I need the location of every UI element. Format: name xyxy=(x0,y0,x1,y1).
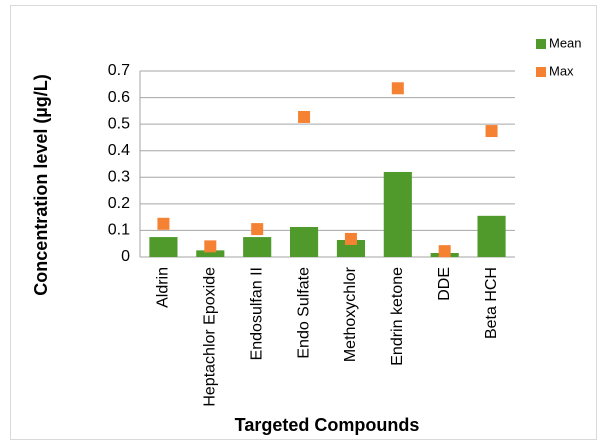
x-tick-label: Endo Sulfate xyxy=(295,267,312,359)
bar xyxy=(477,215,506,257)
bar xyxy=(290,226,319,257)
x-axis-title: Targeted Compounds xyxy=(235,415,420,435)
x-tick-label: Beta HCH xyxy=(483,267,500,339)
x-tick-label: Endrin ketone xyxy=(389,267,406,366)
bar xyxy=(383,171,412,257)
marker xyxy=(344,232,357,245)
x-tick-label: Methoxychlor xyxy=(342,266,359,362)
bar xyxy=(243,237,272,257)
legend-swatch xyxy=(536,39,546,49)
marker xyxy=(157,217,170,230)
y-axis-title: Concentration level (µg/L) xyxy=(31,74,51,295)
marker xyxy=(485,125,498,138)
legend-label: Mean xyxy=(549,35,582,50)
legend-label: Max xyxy=(549,63,574,78)
y-tick-label: 0 xyxy=(121,248,130,265)
x-tick-label: Aldrin xyxy=(155,267,172,308)
bar xyxy=(196,250,225,257)
legend-swatch xyxy=(536,67,546,77)
y-tick-label: 0.3 xyxy=(108,169,130,186)
y-tick-label: 0.7 xyxy=(108,62,130,79)
x-tick-label: Endosulfan II xyxy=(248,267,265,360)
y-tick-label: 0.6 xyxy=(108,89,130,106)
bar xyxy=(336,239,365,257)
x-tick-label: Heptachlor Epoxide xyxy=(202,267,219,407)
marker xyxy=(251,223,264,236)
marker xyxy=(204,240,217,253)
marker xyxy=(438,245,451,258)
bar xyxy=(149,237,178,257)
marker xyxy=(391,82,404,95)
y-tick-label: 0.2 xyxy=(108,195,130,212)
y-tick-label: 0.5 xyxy=(108,115,130,132)
y-tick-label: 0.4 xyxy=(108,142,130,159)
x-tick-label: DDE xyxy=(436,267,453,301)
y-tick-label: 0.1 xyxy=(108,222,130,239)
marker xyxy=(298,110,311,123)
